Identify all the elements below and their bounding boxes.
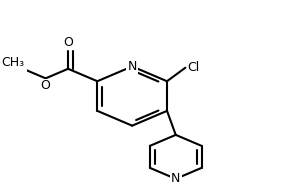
- Text: O: O: [63, 36, 73, 49]
- Text: Cl: Cl: [187, 61, 200, 74]
- Text: N: N: [128, 60, 137, 73]
- Text: CH₃: CH₃: [1, 56, 24, 69]
- Text: N: N: [171, 172, 181, 185]
- Text: O: O: [41, 79, 51, 92]
